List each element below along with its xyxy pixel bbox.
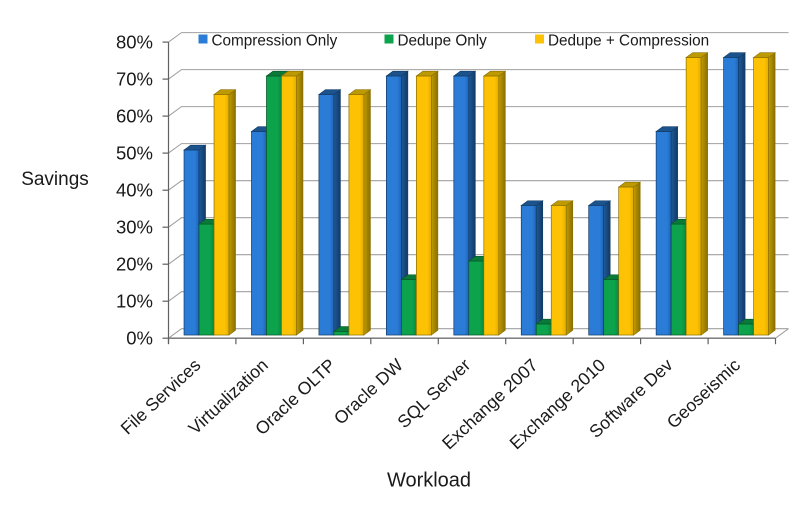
svg-text:50%: 50%	[116, 142, 153, 163]
svg-text:Savings: Savings	[21, 169, 89, 190]
svg-text:Compression Only: Compression Only	[212, 33, 338, 50]
svg-text:80%: 80%	[116, 31, 153, 52]
svg-text:0%: 0%	[126, 328, 153, 349]
svg-text:40%: 40%	[116, 180, 153, 201]
svg-text:10%: 10%	[116, 291, 153, 312]
svg-text:Workload: Workload	[387, 470, 471, 492]
svg-text:Dedupe + Compression: Dedupe + Compression	[548, 33, 709, 50]
svg-text:30%: 30%	[116, 217, 153, 238]
svg-text:70%: 70%	[116, 68, 153, 89]
svg-text:20%: 20%	[116, 254, 153, 275]
svg-text:Dedupe Only: Dedupe Only	[398, 33, 488, 50]
svg-text:60%: 60%	[116, 105, 153, 126]
